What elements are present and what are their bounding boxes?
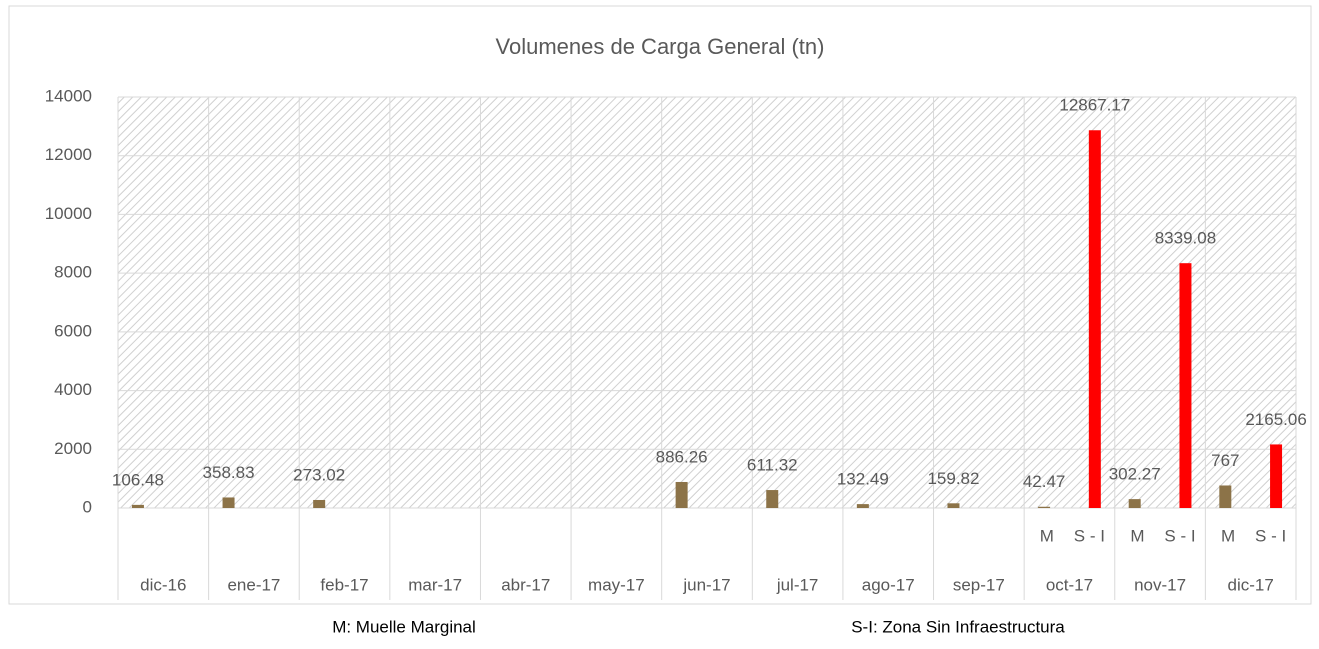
bar	[947, 503, 960, 508]
data-label: 42.47	[1023, 472, 1066, 491]
y-tick-label: 4000	[54, 380, 92, 399]
data-label: 106.48	[112, 470, 164, 489]
x-tick-label: oct-17	[1046, 575, 1093, 594]
x-tick-label: feb-17	[320, 575, 368, 594]
bar	[1038, 506, 1051, 508]
y-tick-label: 0	[83, 497, 92, 516]
data-label: 8339.08	[1155, 229, 1216, 248]
y-tick-label: 6000	[54, 321, 92, 340]
data-label: 159.82	[927, 469, 979, 488]
x-tick-label: ene-17	[227, 575, 280, 594]
x-tick-label: sep-17	[953, 575, 1005, 594]
y-tick-label: 14000	[45, 86, 92, 105]
sub-category-label: M	[1040, 526, 1054, 545]
x-tick-label: nov-17	[1134, 575, 1186, 594]
y-tick-label: 8000	[54, 263, 92, 282]
data-label: 273.02	[293, 465, 345, 484]
x-tick-label: jun-17	[682, 575, 730, 594]
bar	[675, 481, 688, 508]
sub-category-label: M	[1221, 526, 1235, 545]
bar	[313, 499, 326, 508]
x-tick-label: ago-17	[862, 575, 915, 594]
data-label: 611.32	[747, 456, 798, 475]
bar	[766, 490, 779, 508]
bar	[1179, 263, 1192, 508]
x-tick-label: dic-17	[1228, 575, 1274, 594]
data-label: 886.26	[656, 447, 708, 466]
x-tick-label: mar-17	[408, 575, 462, 594]
bar	[1088, 130, 1101, 508]
note: S-I: Zona Sin Infraestructura	[851, 617, 1065, 636]
data-label: 2165.06	[1245, 410, 1306, 429]
y-tick-label: 12000	[45, 145, 92, 164]
bar	[1219, 485, 1232, 508]
data-label: 358.83	[203, 463, 255, 482]
bar	[856, 504, 869, 508]
y-tick-label: 10000	[45, 204, 92, 223]
x-tick-label: dic-16	[140, 575, 186, 594]
sub-category-label: S - I	[1164, 526, 1195, 545]
note: M: Muelle Marginal	[332, 617, 476, 636]
x-tick-label: abr-17	[501, 575, 550, 594]
bar	[1128, 499, 1141, 508]
data-label: 302.27	[1109, 465, 1161, 484]
y-tick-label: 2000	[54, 439, 92, 458]
bar	[222, 497, 235, 508]
x-tick-label: jul-17	[776, 575, 819, 594]
sub-category-label: M	[1130, 526, 1144, 545]
bar	[131, 504, 144, 508]
bar	[1270, 444, 1283, 508]
sub-category-label: S - I	[1074, 526, 1105, 545]
chart-title: Volumenes de Carga General (tn)	[496, 34, 825, 59]
data-label: 12867.17	[1059, 96, 1130, 115]
data-label: 767	[1211, 451, 1239, 470]
x-tick-label: may-17	[588, 575, 645, 594]
data-label: 132.49	[837, 470, 889, 489]
plot-area	[118, 97, 1296, 508]
sub-category-label: S - I	[1255, 526, 1286, 545]
